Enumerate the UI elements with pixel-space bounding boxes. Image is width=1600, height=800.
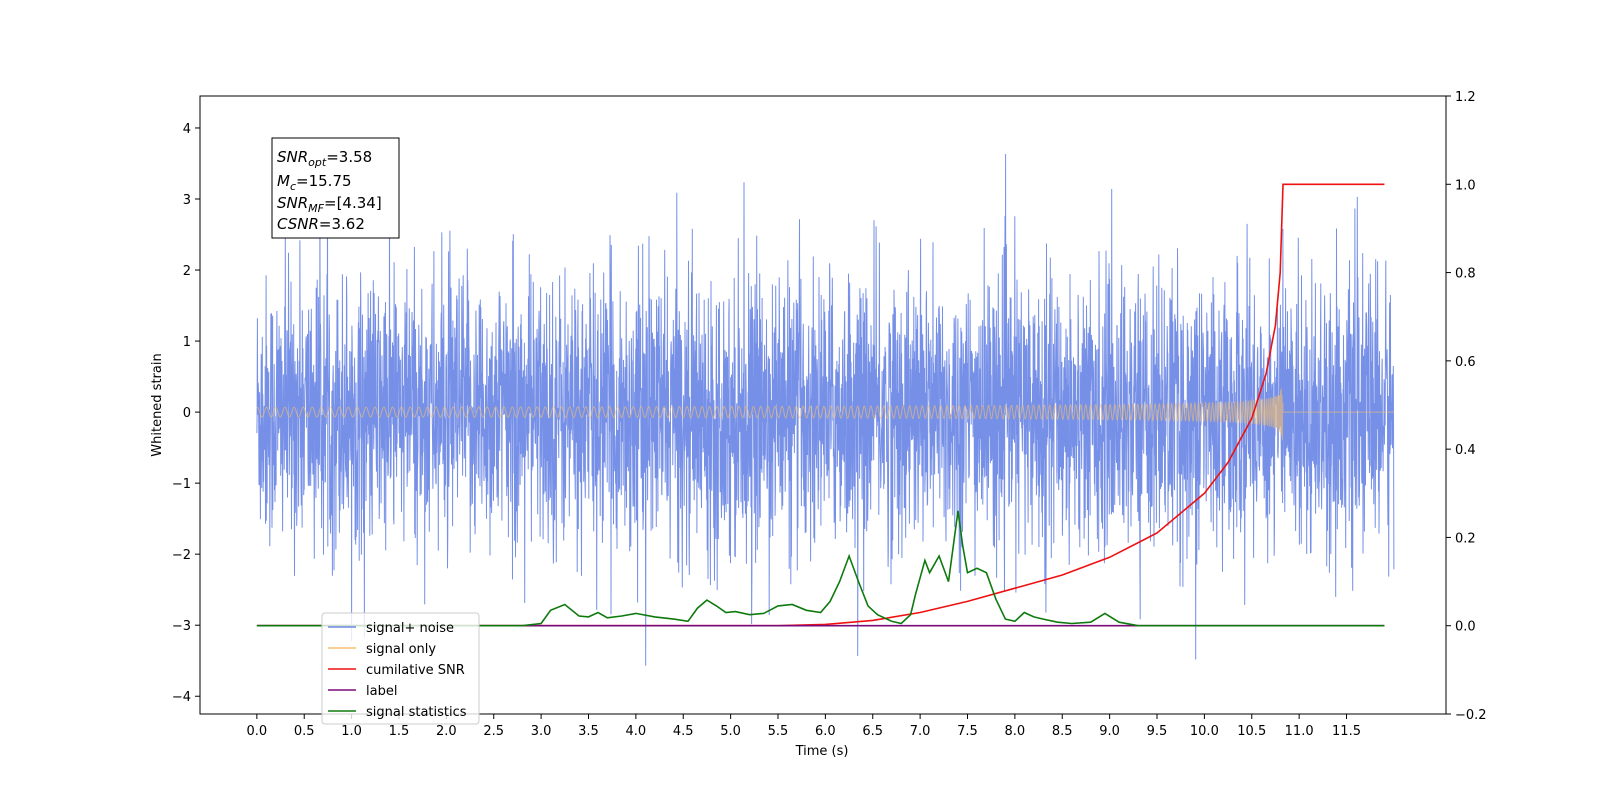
x-tick-label: 10.0 xyxy=(1190,724,1219,739)
x-tick-label: 4.5 xyxy=(673,724,694,739)
y2-tick-label: 0.2 xyxy=(1455,531,1476,546)
x-tick-label: 6.5 xyxy=(862,724,883,739)
x-tick-label: 3.5 xyxy=(578,724,599,739)
x-tick-label: 6.0 xyxy=(815,724,836,739)
y-axis-right: −0.2 0.0 0.2 0.4 0.6 0.8 1.0 1.2 xyxy=(1446,90,1487,723)
x-tick-label: 2.5 xyxy=(483,724,504,739)
x-axis-label: Time (s) xyxy=(795,744,849,759)
y-tick-label: 4 xyxy=(183,122,191,137)
legend-label-cumilative-snr: cumilative SNR xyxy=(366,663,465,678)
plot-frame xyxy=(199,95,1447,715)
y-tick-label: 3 xyxy=(183,193,191,208)
x-tick-label: 8.5 xyxy=(1052,724,1073,739)
legend-label-signal-statistics: signal statistics xyxy=(366,705,467,720)
x-tick-label: 3.0 xyxy=(531,724,552,739)
y-tick-label: −3 xyxy=(172,619,191,634)
y2-tick-label: −0.2 xyxy=(1455,708,1487,723)
x-tick-label: 9.0 xyxy=(1099,724,1120,739)
y2-tick-label: 0.0 xyxy=(1455,620,1476,635)
stats-annotation-box: SNRopt=3.58 Mc=15.75 SNRMF=[4.34] CSNR=3… xyxy=(271,137,400,239)
y-tick-label: −4 xyxy=(172,690,191,705)
y-axis-left: −4 −3 −2 −1 0 1 2 3 4 xyxy=(172,122,200,705)
y2-tick-label: 1.0 xyxy=(1455,178,1476,193)
legend: signal+ noise signal only cumilative SNR la… xyxy=(321,612,480,725)
legend-frame xyxy=(321,612,480,725)
y-tick-label: −2 xyxy=(172,548,191,563)
annotation-mc: Mc=15.75 xyxy=(277,172,352,193)
x-tick-label: 1.5 xyxy=(389,724,410,739)
series-signal-only xyxy=(256,388,1394,441)
annotation-csnr: CSNR=3.62 xyxy=(277,215,365,233)
x-tick-label: 5.5 xyxy=(768,724,789,739)
legend-label-signal-noise: signal+ noise xyxy=(366,621,454,636)
x-axis: 0.0 0.5 1.0 1.5 2.0 2.5 3.0 3.5 4.0 4.5 5.0 5.5 6.0 6… xyxy=(247,714,1361,739)
x-tick-label: 8.0 xyxy=(1005,724,1026,739)
y-tick-label: 2 xyxy=(183,264,191,279)
y-axis-label: Whitened strain xyxy=(150,353,165,456)
x-tick-label: 7.0 xyxy=(910,724,931,739)
x-tick-label: 1.0 xyxy=(341,724,362,739)
series-signal-noise xyxy=(256,153,1395,666)
y2-tick-label: 0.4 xyxy=(1455,443,1476,458)
annotation-snr-opt: SNRopt=3.58 xyxy=(277,148,372,169)
legend-label-signal-only: signal only xyxy=(366,642,436,657)
y-tick-label: 0 xyxy=(183,406,191,421)
x-tick-label: 0.0 xyxy=(247,724,268,739)
annotation-frame xyxy=(271,137,400,239)
x-tick-label: 10.5 xyxy=(1237,724,1266,739)
series-cumilative-snr xyxy=(256,183,1385,627)
y-tick-label: −1 xyxy=(172,477,191,492)
legend-label-label: label xyxy=(366,684,397,699)
x-tick-label: 9.5 xyxy=(1147,724,1168,739)
x-tick-label: 2.0 xyxy=(436,724,457,739)
x-tick-label: 4.0 xyxy=(626,724,647,739)
y-tick-label: 1 xyxy=(183,335,191,350)
x-tick-label: 0.5 xyxy=(294,724,315,739)
x-tick-label: 7.5 xyxy=(957,724,978,739)
series-signal-statistics xyxy=(256,510,1385,627)
y2-tick-label: 0.6 xyxy=(1455,355,1476,370)
annotation-snr-mf: SNRMF=[4.34] xyxy=(277,194,382,215)
x-tick-label: 11.0 xyxy=(1285,724,1314,739)
x-tick-label: 5.0 xyxy=(720,724,741,739)
x-tick-label: 11.5 xyxy=(1332,724,1361,739)
y2-tick-label: 1.2 xyxy=(1455,90,1476,105)
y2-tick-label: 0.8 xyxy=(1455,267,1476,282)
